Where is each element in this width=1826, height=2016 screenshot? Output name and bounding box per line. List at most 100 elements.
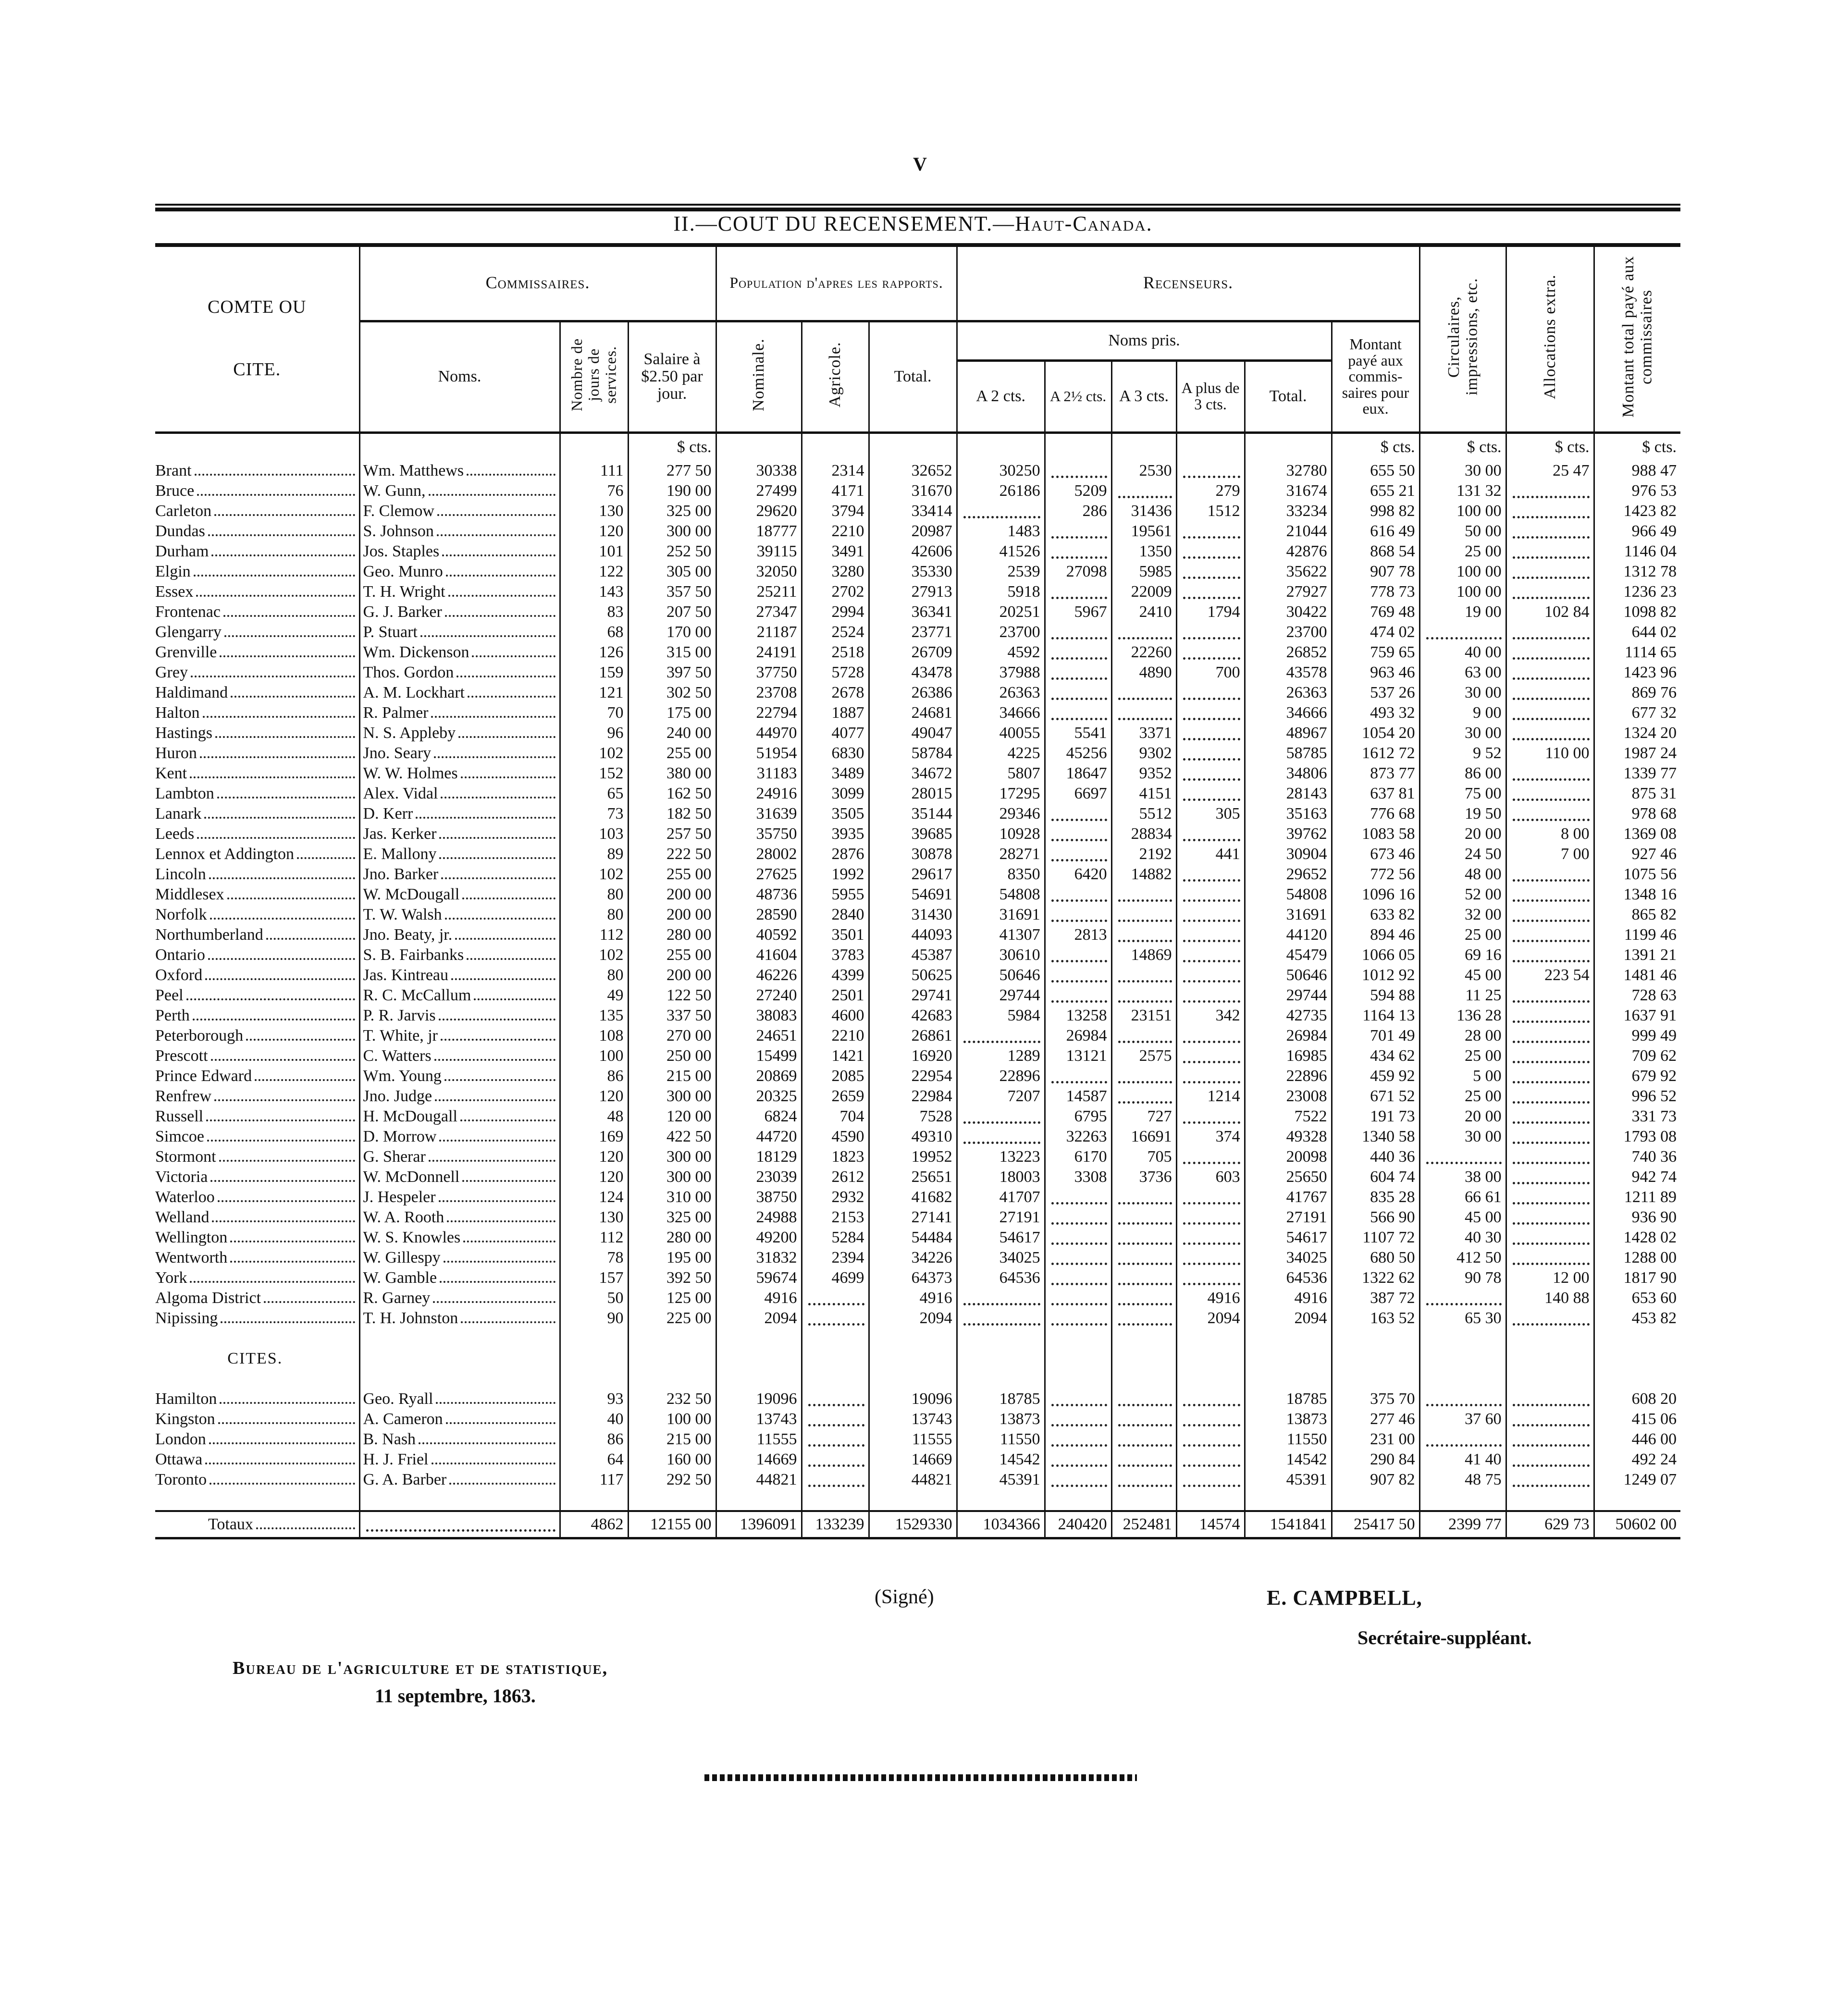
- cell-name: Wm. Dickenson: [358, 642, 560, 663]
- cell-total: 54691: [868, 884, 957, 905]
- empty-dots: [1183, 839, 1240, 841]
- leader: T. H. Johnston: [363, 1308, 555, 1328]
- leader: York: [155, 1268, 355, 1288]
- header-commissaires: Commissaires.: [358, 246, 716, 322]
- leader: Geo. Ryall: [363, 1389, 555, 1409]
- cell-nominale: 48736: [715, 884, 802, 905]
- leader: Grenville: [155, 642, 355, 663]
- cell-rec_total: 64536: [1244, 1267, 1332, 1288]
- cell-allocations: 25 47: [1505, 460, 1594, 481]
- table-row: Lambton Alex. Vidal 65 162 50 24916 3099 28015…: [155, 783, 1681, 804]
- table-row: Peel R. C. McCallum 49 122 50 27240 2501 29741…: [155, 985, 1681, 1006]
- spacer-cell: [801, 1348, 869, 1369]
- spacer-cell: [1110, 1348, 1177, 1369]
- dot-leader: [462, 1180, 555, 1182]
- dot-leader: [434, 1058, 555, 1061]
- cell-nominale: 1396091: [715, 1510, 802, 1539]
- empty-dots: [1183, 879, 1240, 882]
- units-cell: $ cts.: [1331, 432, 1420, 461]
- dot-leader: [463, 1240, 555, 1242]
- cell-a2half: [1044, 541, 1112, 562]
- cell-name: T. White, jr: [358, 1025, 560, 1046]
- cell-circulaires: [1419, 1389, 1506, 1409]
- empty-dots: [1051, 1283, 1107, 1285]
- spacer-cell: [358, 1328, 560, 1349]
- cell-agricole: [801, 1469, 869, 1490]
- cell-allocations: [1505, 1146, 1594, 1167]
- spacer-cell: [801, 1328, 869, 1349]
- units-cell: $ cts.: [1419, 432, 1506, 461]
- cell-total: 27913: [868, 581, 957, 602]
- spacer-cell: [1110, 1368, 1177, 1389]
- cell-circulaires: 100 00: [1419, 561, 1506, 582]
- empty-dots: [1183, 1485, 1240, 1487]
- cell-days: 135: [559, 1005, 628, 1026]
- cell-total: 7528: [868, 1106, 957, 1127]
- empty-dots: [1051, 476, 1107, 478]
- leader: Nipissing: [155, 1308, 355, 1328]
- table-row: Victoria W. McDonnell 120 300 00 23039 2612 25…: [155, 1167, 1681, 1187]
- county-name: Durham: [155, 542, 209, 560]
- table-row: Leeds Jas. Kerker 103 257 50 35750 3935 39685 1…: [155, 824, 1681, 844]
- cell-a2half: [1044, 521, 1112, 541]
- header-circulaires-text: Circulaires, impressions, etc.: [1444, 278, 1481, 396]
- county-name: Stormont: [155, 1147, 216, 1166]
- cell-salary: 305 00: [627, 561, 716, 582]
- empty-dots: [1183, 556, 1240, 559]
- cell-days: 86: [559, 1066, 628, 1086]
- cell-total: 42606: [868, 541, 957, 562]
- cell-aplus3: [1175, 1449, 1245, 1470]
- cell-circulaires: 50 00: [1419, 521, 1506, 541]
- cell-salary: 12155 00: [627, 1510, 716, 1539]
- cell-agricole: 3505: [801, 803, 869, 824]
- leader: W. Gunn,: [363, 481, 555, 501]
- cell-total: 49047: [868, 723, 957, 743]
- cell-total: 24681: [868, 702, 957, 723]
- cell-circulaires: 69 16: [1419, 945, 1506, 965]
- table-row: Algoma District R. Garney 50 125 00 4916 4916…: [155, 1288, 1681, 1308]
- cell-salary: 422 50: [627, 1126, 716, 1147]
- dot-leader: [205, 978, 355, 980]
- cell-rec_total: 35622: [1244, 561, 1332, 582]
- cell-montant: 616 49: [1331, 521, 1420, 541]
- spacer-cell: [627, 1368, 716, 1389]
- header-cite: CITE.: [233, 359, 281, 380]
- header-allocations-text: Allocations extra.: [1541, 274, 1559, 399]
- leader: G. J. Barker: [363, 602, 555, 622]
- cell-montant: 604 74: [1331, 1167, 1420, 1187]
- leader: Haldimand: [155, 683, 355, 703]
- cell-rec_total: 16985: [1244, 1045, 1332, 1066]
- cell-a3: [1110, 1267, 1177, 1288]
- leader: T. W. Walsh: [363, 905, 555, 925]
- cell-a3: [1110, 1288, 1177, 1308]
- dot-leader: [230, 1240, 355, 1242]
- leader: E. Mallony: [363, 844, 555, 864]
- cell-nominale: 40592: [715, 924, 802, 945]
- cell-a2half: [1044, 662, 1112, 683]
- commissioner-name: D. Morrow: [363, 1127, 437, 1145]
- cell-days: 86: [559, 1429, 628, 1450]
- spacer-cell: [1110, 1328, 1177, 1349]
- cell-aplus3: [1175, 904, 1245, 925]
- cell-a2: 40055: [956, 723, 1045, 743]
- cell-days: 130: [559, 501, 628, 521]
- commissioner-name: N. S. Appleby: [363, 724, 456, 742]
- cell-agricole: 2524: [801, 622, 869, 642]
- cell-a3: [1110, 965, 1177, 985]
- cell-a2: 27191: [956, 1207, 1045, 1228]
- units-cell: [358, 432, 560, 461]
- empty-dots: [1183, 1121, 1240, 1124]
- cell-allocations: [1505, 1106, 1594, 1127]
- cell-allocations: [1505, 1308, 1594, 1328]
- empty-dots: [1183, 960, 1240, 962]
- cell-circulaires: 65 30: [1419, 1308, 1506, 1328]
- cell-circulaires: 24 50: [1419, 844, 1506, 864]
- cell-nominale: 4916: [715, 1288, 802, 1308]
- leader: P. Stuart: [363, 622, 555, 642]
- empty-dots: [1051, 1081, 1107, 1083]
- cell-rec_total: 1541841: [1244, 1510, 1332, 1539]
- cell-salary: 300 00: [627, 1146, 716, 1167]
- dot-leader: [264, 1301, 355, 1303]
- dot-leader: [208, 534, 355, 536]
- leader: D. Morrow: [363, 1127, 555, 1147]
